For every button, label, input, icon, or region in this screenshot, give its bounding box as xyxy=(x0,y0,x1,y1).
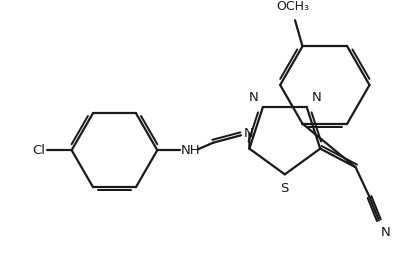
Text: NH: NH xyxy=(180,144,200,157)
Text: N: N xyxy=(244,127,254,140)
Text: Cl: Cl xyxy=(32,144,46,157)
Text: N: N xyxy=(381,226,390,239)
Text: OCH₃: OCH₃ xyxy=(277,0,310,13)
Text: N: N xyxy=(311,91,321,104)
Text: S: S xyxy=(281,182,289,195)
Text: N: N xyxy=(248,91,258,104)
